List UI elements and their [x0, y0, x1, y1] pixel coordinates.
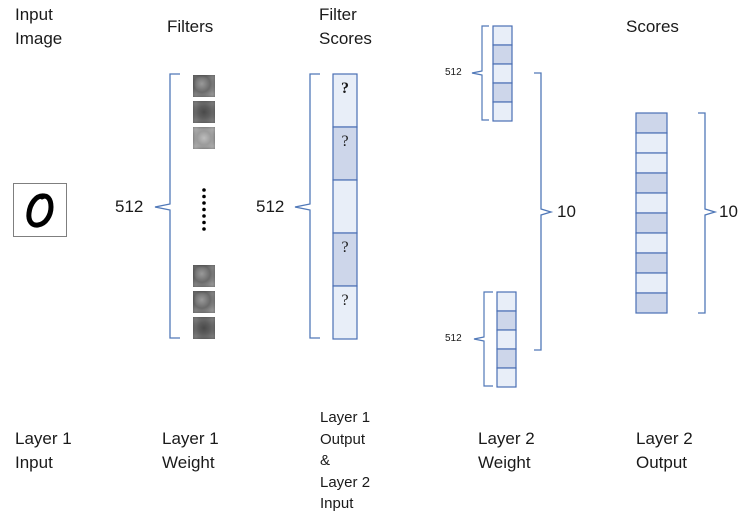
score-cell-value: ?: [341, 80, 349, 97]
filter-scores-count: 512: [256, 197, 285, 216]
filter-scores-column: [332, 73, 358, 340]
layer1-input-label: Layer 1 Input: [15, 429, 72, 472]
layer2-weight-label: Layer 2 Weight: [478, 429, 535, 472]
filter-thumbnail: [193, 127, 215, 149]
weight-classes-brace: [534, 72, 554, 351]
filter-thumbnail: [193, 75, 215, 97]
weight-classes-count: 10: [557, 202, 576, 221]
weight-bottom-count: 512: [445, 333, 462, 344]
filters-brace: [154, 73, 180, 339]
score-cell-value: ?: [341, 292, 349, 309]
score-cell-value: ?: [341, 239, 349, 256]
layer1-output-layer2-input-label: Layer 1 Output & Layer 2 Input: [320, 409, 371, 512]
weight-bottom-column: [496, 291, 517, 388]
input-digit-image: [13, 183, 67, 237]
layer2-output-label: Layer 2 Output: [636, 429, 693, 472]
scores-column: [635, 112, 668, 314]
filter-thumbnail: [193, 317, 215, 339]
digit-zero-glyph: [26, 193, 54, 228]
weight-top-count: 512: [445, 67, 462, 78]
weight-top-brace: [471, 25, 489, 121]
filter-scores-title: Filter Scores: [319, 5, 372, 48]
scores-title: Scores: [626, 17, 679, 36]
filter-thumbnail: [193, 101, 215, 123]
weight-top-column: [492, 25, 513, 122]
filter-thumbnail: [193, 291, 215, 313]
filters-count: 512: [115, 197, 144, 216]
layer1-weight-label: Layer 1 Weight: [162, 429, 219, 472]
filters-title: Filters: [167, 17, 214, 36]
ellipsis-dots: [202, 188, 206, 231]
weight-bottom-brace: [473, 291, 493, 387]
scores-classes-count: 10: [719, 202, 738, 221]
filter-thumbnail: [193, 265, 215, 287]
score-cell-value: ?: [341, 133, 349, 150]
input-image-title: Input Image: [15, 5, 63, 48]
filter-scores-brace: [294, 73, 320, 339]
scores-brace: [698, 112, 718, 314]
